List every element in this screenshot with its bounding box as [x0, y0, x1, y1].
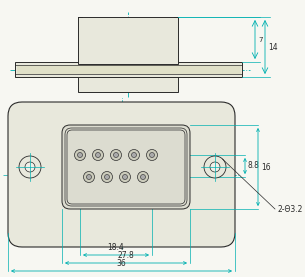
Text: 2-Θ3.2: 2-Θ3.2 — [277, 204, 302, 214]
FancyBboxPatch shape — [62, 125, 190, 209]
Text: 8.8: 8.8 — [248, 161, 260, 171]
Circle shape — [120, 171, 131, 183]
Circle shape — [138, 171, 149, 183]
Circle shape — [123, 175, 127, 179]
Circle shape — [74, 150, 85, 160]
Bar — [16, 65, 241, 74]
FancyBboxPatch shape — [67, 130, 185, 204]
Text: 7: 7 — [258, 37, 263, 42]
Circle shape — [128, 150, 139, 160]
Circle shape — [77, 153, 82, 158]
Circle shape — [92, 150, 103, 160]
Text: 18.4: 18.4 — [108, 243, 124, 252]
Circle shape — [102, 171, 113, 183]
Bar — [78, 17, 178, 64]
Circle shape — [110, 150, 121, 160]
Circle shape — [105, 175, 109, 179]
Circle shape — [19, 156, 41, 178]
Circle shape — [210, 162, 220, 172]
Circle shape — [95, 153, 101, 158]
Circle shape — [149, 153, 155, 158]
Text: 16: 16 — [261, 163, 271, 171]
Circle shape — [87, 175, 92, 179]
Text: 27.8: 27.8 — [118, 251, 135, 260]
Circle shape — [131, 153, 137, 158]
Text: 36: 36 — [117, 259, 126, 268]
Circle shape — [25, 162, 35, 172]
Circle shape — [113, 153, 119, 158]
Text: 14: 14 — [268, 42, 278, 52]
Circle shape — [84, 171, 95, 183]
Circle shape — [141, 175, 145, 179]
Bar — [15, 62, 242, 77]
FancyBboxPatch shape — [65, 128, 187, 206]
Bar — [78, 77, 178, 92]
FancyBboxPatch shape — [8, 102, 235, 247]
Circle shape — [204, 156, 226, 178]
Circle shape — [146, 150, 157, 160]
